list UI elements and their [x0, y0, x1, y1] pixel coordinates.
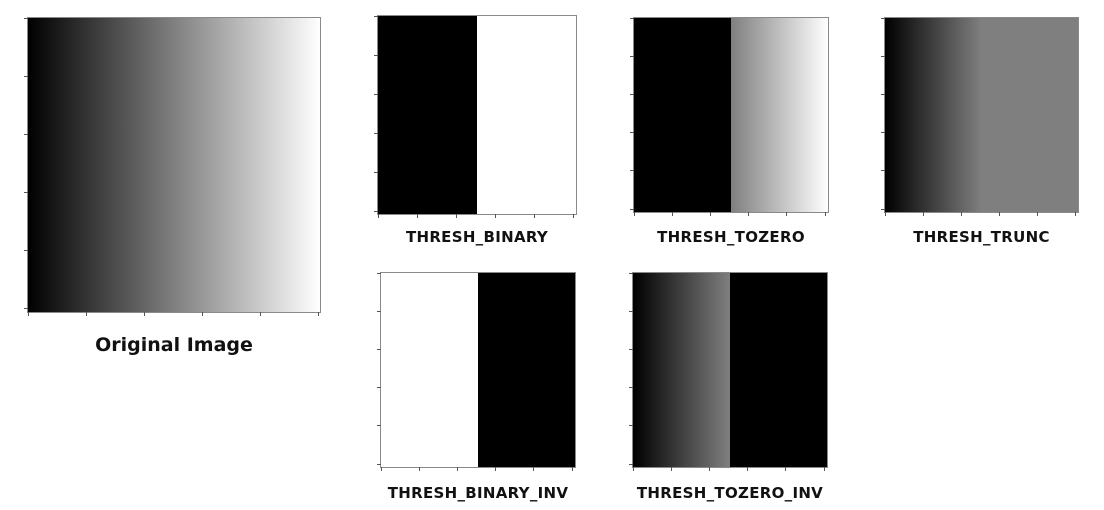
y-tick [24, 192, 28, 193]
x-tick [825, 212, 826, 216]
x-tick [672, 212, 673, 216]
x-tick [573, 214, 574, 218]
x-tick [885, 212, 886, 216]
y-tick [374, 16, 378, 17]
thresh-trunc-image [885, 18, 1078, 212]
x-tick [318, 312, 319, 316]
x-tick [709, 467, 710, 471]
x-tick [495, 214, 496, 218]
y-tick [374, 94, 378, 95]
x-tick [456, 214, 457, 218]
y-tick [630, 56, 634, 57]
y-tick [374, 133, 378, 134]
thresh-binary-caption: THRESH_BINARY [405, 228, 549, 246]
thresh-tozero-inv-caption: THRESH_TOZERO_INV [636, 484, 824, 502]
y-tick [630, 94, 634, 95]
thresh-binary-inv-caption: THRESH_BINARY_INV [387, 484, 569, 502]
original-image-caption: Original Image [95, 334, 253, 356]
y-tick [24, 250, 28, 251]
y-tick [629, 464, 633, 465]
thresh-binary-inv-frame [377, 272, 576, 471]
y-tick [377, 349, 381, 350]
x-tick [710, 212, 711, 216]
y-tick [374, 172, 378, 173]
y-tick [881, 94, 885, 95]
x-tick [961, 212, 962, 216]
x-tick [923, 212, 924, 216]
y-tick [881, 170, 885, 171]
thresh-tozero-inv-image [633, 273, 827, 467]
y-tick [630, 18, 634, 19]
y-tick [630, 170, 634, 171]
x-tick [144, 312, 145, 316]
x-tick [633, 467, 634, 471]
y-tick [881, 132, 885, 133]
x-tick [378, 214, 379, 218]
y-tick [629, 311, 633, 312]
x-tick [86, 312, 87, 316]
y-tick [24, 18, 28, 19]
y-tick [24, 76, 28, 77]
y-tick [881, 18, 885, 19]
thresh-trunc-caption: THRESH_TRUNC [913, 228, 1050, 246]
x-tick [747, 467, 748, 471]
thresh-binary-frame [374, 15, 577, 218]
thresh-binary-inv-image [381, 273, 575, 467]
y-tick [377, 387, 381, 388]
y-tick [377, 464, 381, 465]
x-tick [824, 467, 825, 471]
y-tick [377, 273, 381, 274]
thresh-trunc-frame [881, 17, 1079, 216]
y-tick [629, 387, 633, 388]
x-tick [533, 467, 534, 471]
y-tick [377, 425, 381, 426]
y-tick [24, 308, 28, 309]
x-tick [419, 467, 420, 471]
x-tick [572, 467, 573, 471]
x-tick [202, 312, 203, 316]
y-tick [881, 56, 885, 57]
x-tick [417, 214, 418, 218]
y-tick [629, 273, 633, 274]
x-tick [786, 212, 787, 216]
y-tick [629, 349, 633, 350]
y-tick [374, 211, 378, 212]
thresh-binary-image [378, 16, 576, 214]
x-tick [785, 467, 786, 471]
y-tick [629, 425, 633, 426]
x-tick [28, 312, 29, 316]
x-tick [495, 467, 496, 471]
thresh-tozero-caption: THRESH_TOZERO [657, 228, 805, 246]
y-tick [881, 209, 885, 210]
thresh-tozero-frame [630, 17, 829, 216]
x-tick [748, 212, 749, 216]
y-tick [630, 209, 634, 210]
x-tick [999, 212, 1000, 216]
y-tick [24, 134, 28, 135]
y-tick [630, 132, 634, 133]
thresh-tozero-image [634, 18, 828, 212]
original-image-frame [24, 17, 321, 316]
thresh-tozero-inv-frame [629, 272, 828, 471]
original-image [28, 18, 320, 312]
y-tick [374, 55, 378, 56]
x-tick [457, 467, 458, 471]
x-tick [1075, 212, 1076, 216]
x-tick [671, 467, 672, 471]
x-tick [260, 312, 261, 316]
x-tick [634, 212, 635, 216]
x-tick [534, 214, 535, 218]
x-tick [1037, 212, 1038, 216]
x-tick [381, 467, 382, 471]
y-tick [377, 311, 381, 312]
